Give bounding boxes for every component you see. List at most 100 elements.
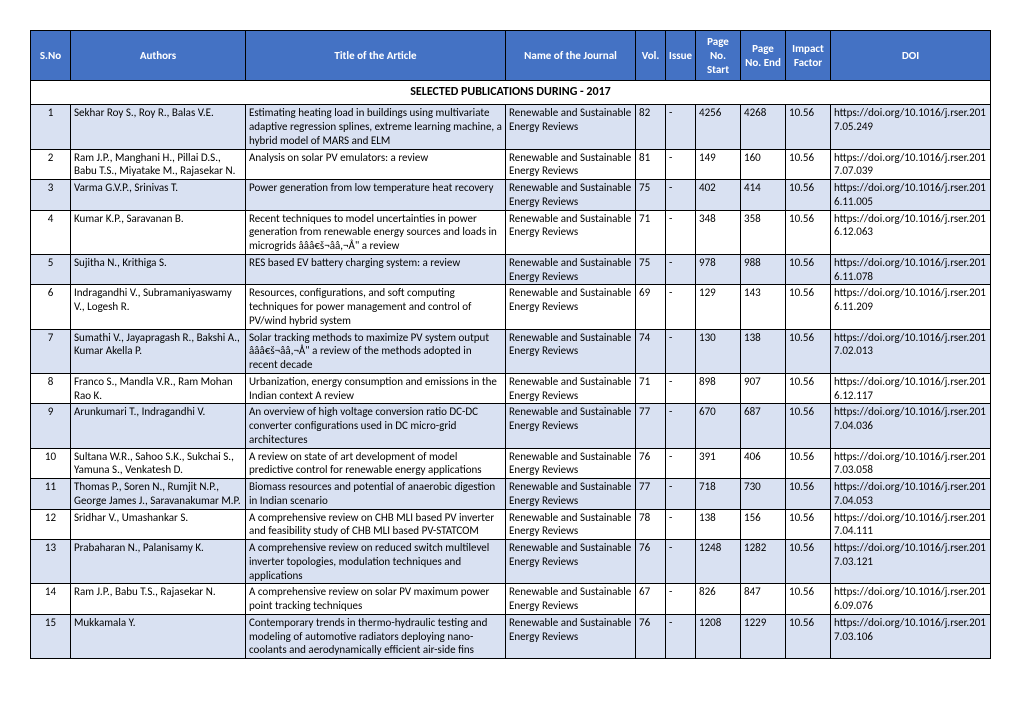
cell-vol: 75 (636, 254, 666, 285)
cell-authors: Varma G.V.P., Srinivas T. (71, 180, 246, 211)
cell-issue: - (666, 210, 696, 254)
cell-pend: 1282 (741, 540, 786, 584)
cell-authors: Ram J.P., Manghani H., Pillai D.S., Babu… (71, 149, 246, 180)
cell-journal: Renewable and Sustainable Energy Reviews (506, 149, 636, 180)
cell-journal: Renewable and Sustainable Energy Reviews (506, 448, 636, 479)
cell-sno: 11 (31, 479, 71, 510)
cell-sno: 2 (31, 149, 71, 180)
publications-table: SELECTED PUBLICATIONS DURING - 2017 S.No… (30, 30, 991, 659)
table-row: 10Sultana W.R., Sahoo S.K., Sukchai S., … (31, 448, 991, 479)
cell-doi: https://doi.org/10.1016/j.rser.2017.02.0… (831, 329, 991, 373)
cell-title: Analysis on solar PV emulators: a review (246, 149, 506, 180)
cell-doi: https://doi.org/10.1016/j.rser.2017.07.0… (831, 149, 991, 180)
cell-title: An overview of high voltage conversion r… (246, 404, 506, 448)
cell-authors: Prabaharan N., Palanisamy K. (71, 540, 246, 584)
cell-title: RES based EV battery charging system: a … (246, 254, 506, 285)
cell-pend: 406 (741, 448, 786, 479)
cell-if: 10.56 (786, 210, 831, 254)
cell-title: Solar tracking methods to maximize PV sy… (246, 329, 506, 373)
cell-pend: 414 (741, 180, 786, 211)
cell-sno: 15 (31, 614, 71, 658)
cell-vol: 69 (636, 285, 666, 329)
cell-sno: 8 (31, 373, 71, 404)
cell-pstart: 130 (696, 329, 741, 373)
cell-title: Urbanization, energy consumption and emi… (246, 373, 506, 404)
cell-if: 10.56 (786, 373, 831, 404)
cell-issue: - (666, 584, 696, 615)
table-header: S.No Authors Title of the Article Name o… (31, 31, 991, 81)
cell-journal: Renewable and Sustainable Energy Reviews (506, 479, 636, 510)
table-row: 11Thomas P., Soren N., Rumjit N.P., Geor… (31, 479, 991, 510)
cell-journal: Renewable and Sustainable Energy Reviews (506, 254, 636, 285)
cell-journal: Renewable and Sustainable Energy Reviews (506, 584, 636, 615)
cell-authors: Indragandhi V., Subramaniyaswamy V., Log… (71, 285, 246, 329)
col-sno: S.No (31, 31, 71, 81)
cell-issue: - (666, 448, 696, 479)
cell-doi: https://doi.org/10.1016/j.rser.2017.05.2… (831, 105, 991, 149)
cell-doi: https://doi.org/10.1016/j.rser.2017.04.0… (831, 479, 991, 510)
cell-issue: - (666, 329, 696, 373)
cell-vol: 67 (636, 584, 666, 615)
cell-pstart: 718 (696, 479, 741, 510)
cell-pstart: 670 (696, 404, 741, 448)
cell-issue: - (666, 105, 696, 149)
cell-doi: https://doi.org/10.1016/j.rser.2016.11.0… (831, 180, 991, 211)
cell-pend: 160 (741, 149, 786, 180)
cell-authors: Arunkumari T., Indragandhi V. (71, 404, 246, 448)
cell-journal: Renewable and Sustainable Energy Reviews (506, 373, 636, 404)
cell-title: Resources, configurations, and soft comp… (246, 285, 506, 329)
cell-title: A comprehensive review on solar PV maxim… (246, 584, 506, 615)
cell-title: A comprehensive review on reduced switch… (246, 540, 506, 584)
cell-pstart: 826 (696, 584, 741, 615)
col-authors: Authors (71, 31, 246, 81)
cell-if: 10.56 (786, 584, 831, 615)
cell-if: 10.56 (786, 404, 831, 448)
cell-pend: 730 (741, 479, 786, 510)
cell-vol: 77 (636, 404, 666, 448)
cell-title: Estimating heating load in buildings usi… (246, 105, 506, 149)
cell-doi: https://doi.org/10.1016/j.rser.2016.12.1… (831, 373, 991, 404)
cell-sno: 6 (31, 285, 71, 329)
cell-authors: Ram J.P., Babu T.S., Rajasekar N. (71, 584, 246, 615)
cell-sno: 14 (31, 584, 71, 615)
cell-title: Power generation from low temperature he… (246, 180, 506, 211)
table-row: 15Mukkamala Y.Contemporary trends in the… (31, 614, 991, 658)
cell-vol: 82 (636, 105, 666, 149)
cell-doi: https://doi.org/10.1016/j.rser.2017.04.1… (831, 509, 991, 540)
cell-issue: - (666, 285, 696, 329)
cell-authors: Kumar K.P., Saravanan B. (71, 210, 246, 254)
table-row: 7Sumathi V., Jayapragash R., Bakshi A., … (31, 329, 991, 373)
table-body: 1Sekhar Roy S., Roy R., Balas V.E.Estima… (31, 105, 991, 659)
col-if: Impact Factor (786, 31, 831, 81)
col-pstart: Page No. Start (696, 31, 741, 81)
cell-vol: 78 (636, 509, 666, 540)
cell-pend: 988 (741, 254, 786, 285)
cell-pstart: 978 (696, 254, 741, 285)
cell-journal: Renewable and Sustainable Energy Reviews (506, 210, 636, 254)
cell-if: 10.56 (786, 448, 831, 479)
cell-journal: Renewable and Sustainable Energy Reviews (506, 404, 636, 448)
cell-title: A comprehensive review on CHB MLI based … (246, 509, 506, 540)
cell-if: 10.56 (786, 329, 831, 373)
publications-table-wrap: SELECTED PUBLICATIONS DURING - 2017 S.No… (30, 30, 990, 659)
cell-title: Biomass resources and potential of anaer… (246, 479, 506, 510)
cell-title: A review on state of art development of … (246, 448, 506, 479)
cell-authors: Sultana W.R., Sahoo S.K., Sukchai S., Ya… (71, 448, 246, 479)
cell-sno: 7 (31, 329, 71, 373)
cell-issue: - (666, 509, 696, 540)
table-row: 3Varma G.V.P., Srinivas T.Power generati… (31, 180, 991, 211)
cell-title: Contemporary trends in thermo-hydraulic … (246, 614, 506, 658)
cell-if: 10.56 (786, 479, 831, 510)
cell-sno: 1 (31, 105, 71, 149)
cell-journal: Renewable and Sustainable Energy Reviews (506, 329, 636, 373)
table-row: 13Prabaharan N., Palanisamy K.A comprehe… (31, 540, 991, 584)
table-row: 8Franco S., Mandla V.R., Ram Mohan Rao K… (31, 373, 991, 404)
table-row: 4Kumar K.P., Saravanan B.Recent techniqu… (31, 210, 991, 254)
cell-vol: 74 (636, 329, 666, 373)
cell-vol: 76 (636, 614, 666, 658)
cell-pend: 358 (741, 210, 786, 254)
cell-pend: 847 (741, 584, 786, 615)
cell-doi: https://doi.org/10.1016/j.rser.2016.09.0… (831, 584, 991, 615)
cell-pstart: 391 (696, 448, 741, 479)
cell-pend: 907 (741, 373, 786, 404)
